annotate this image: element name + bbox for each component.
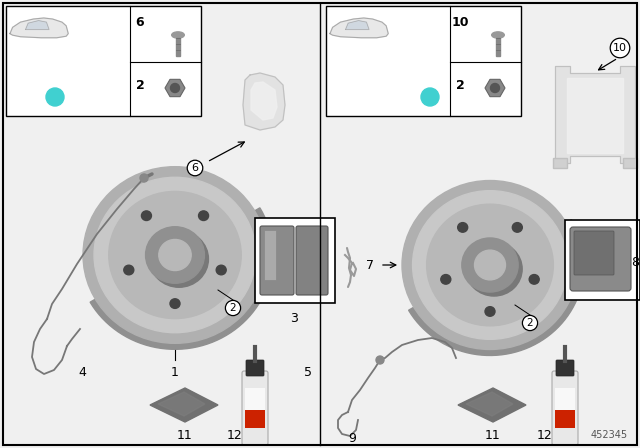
FancyBboxPatch shape <box>260 226 294 295</box>
FancyBboxPatch shape <box>570 227 631 291</box>
Ellipse shape <box>198 211 209 220</box>
Ellipse shape <box>94 177 256 333</box>
Circle shape <box>170 83 179 92</box>
Polygon shape <box>567 78 623 153</box>
Text: 2: 2 <box>456 78 465 91</box>
Ellipse shape <box>172 32 184 38</box>
Polygon shape <box>458 388 526 422</box>
Ellipse shape <box>462 238 518 292</box>
Polygon shape <box>10 18 68 38</box>
Bar <box>496 38 500 56</box>
Ellipse shape <box>474 250 506 280</box>
Polygon shape <box>408 220 584 355</box>
Polygon shape <box>158 392 205 416</box>
Ellipse shape <box>492 32 504 38</box>
Text: 11: 11 <box>177 428 193 441</box>
Ellipse shape <box>413 191 568 339</box>
Circle shape <box>140 174 148 182</box>
FancyBboxPatch shape <box>242 371 268 445</box>
Ellipse shape <box>124 265 134 275</box>
Ellipse shape <box>216 265 226 275</box>
Text: 5: 5 <box>304 366 312 379</box>
Polygon shape <box>26 21 49 30</box>
Text: 6: 6 <box>136 16 144 29</box>
Text: 10: 10 <box>451 16 468 29</box>
Text: 9: 9 <box>348 431 356 444</box>
Ellipse shape <box>159 239 191 271</box>
Polygon shape <box>485 79 505 97</box>
Polygon shape <box>150 388 218 422</box>
Text: 1: 1 <box>171 366 179 379</box>
Text: 12: 12 <box>227 428 243 441</box>
Circle shape <box>490 83 499 92</box>
Ellipse shape <box>170 299 180 308</box>
Text: 3: 3 <box>290 311 298 324</box>
FancyBboxPatch shape <box>296 226 328 295</box>
Bar <box>255 218 335 303</box>
Text: 6: 6 <box>191 163 198 173</box>
Circle shape <box>421 88 439 106</box>
Bar <box>264 230 276 280</box>
Ellipse shape <box>485 307 495 316</box>
Polygon shape <box>346 21 369 30</box>
FancyBboxPatch shape <box>246 360 264 376</box>
Ellipse shape <box>441 275 451 284</box>
FancyBboxPatch shape <box>556 360 574 376</box>
Ellipse shape <box>466 242 522 296</box>
Circle shape <box>46 88 64 106</box>
Bar <box>555 388 575 410</box>
Polygon shape <box>251 82 277 120</box>
Text: 10: 10 <box>613 43 627 53</box>
Bar <box>245 410 265 428</box>
Text: 8: 8 <box>631 255 639 268</box>
Bar <box>176 38 180 56</box>
Bar <box>245 388 265 410</box>
Polygon shape <box>90 208 273 349</box>
Polygon shape <box>243 73 285 130</box>
Ellipse shape <box>529 275 539 284</box>
Polygon shape <box>165 79 185 97</box>
Bar <box>623 158 637 168</box>
Ellipse shape <box>141 211 152 220</box>
Ellipse shape <box>150 231 209 287</box>
FancyBboxPatch shape <box>574 231 614 275</box>
Ellipse shape <box>458 223 468 232</box>
Text: 11: 11 <box>485 428 501 441</box>
Text: 2: 2 <box>230 303 236 313</box>
Bar <box>6 6 201 116</box>
Text: 12: 12 <box>537 428 553 441</box>
Ellipse shape <box>402 181 578 349</box>
Bar <box>553 158 567 168</box>
Ellipse shape <box>83 167 267 343</box>
Circle shape <box>376 356 384 364</box>
Text: 2: 2 <box>527 318 533 328</box>
Text: 452345: 452345 <box>591 430 628 440</box>
Text: 2: 2 <box>136 78 145 91</box>
Polygon shape <box>330 18 388 38</box>
Bar <box>326 6 521 116</box>
Text: 7: 7 <box>366 258 374 271</box>
Ellipse shape <box>427 204 554 326</box>
Bar <box>565 220 640 300</box>
Ellipse shape <box>512 223 522 232</box>
Ellipse shape <box>109 191 241 319</box>
Bar <box>555 410 575 428</box>
Ellipse shape <box>145 227 204 283</box>
FancyBboxPatch shape <box>552 371 578 445</box>
Polygon shape <box>555 66 635 163</box>
Polygon shape <box>466 392 513 416</box>
Text: 4: 4 <box>78 366 86 379</box>
